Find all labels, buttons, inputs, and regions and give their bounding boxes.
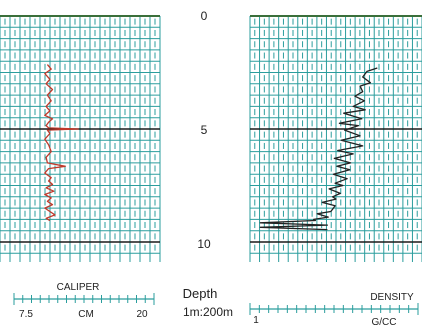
depth-tick-5: 5: [201, 123, 208, 137]
density-track: [249, 15, 422, 262]
caliper-unit-label: CM: [78, 309, 94, 320]
caliper-curve: [44, 64, 79, 222]
depth-tick-10: 10: [197, 237, 211, 251]
caliper-scale-bar: [13, 293, 155, 305]
depth-tick-0: 0: [201, 9, 208, 23]
density-track-name: DENSITY: [370, 292, 414, 303]
caliper-track-name: CALIPER: [57, 282, 100, 293]
caliper-track: [0, 15, 161, 262]
depth-axis-title: Depth: [183, 286, 218, 301]
density-min-label: 1: [253, 315, 259, 326]
density-unit-label: G/CC: [372, 317, 397, 327]
caliper-max-label: 20: [136, 309, 148, 320]
depth-scale-label: 1m:200m: [183, 305, 233, 319]
density-curve: [259, 67, 378, 231]
density-grid: [249, 15, 422, 262]
caliper-min-label: 7.5: [19, 309, 33, 320]
caliper-grid: [0, 15, 161, 262]
density-scale-bar: [249, 303, 419, 315]
